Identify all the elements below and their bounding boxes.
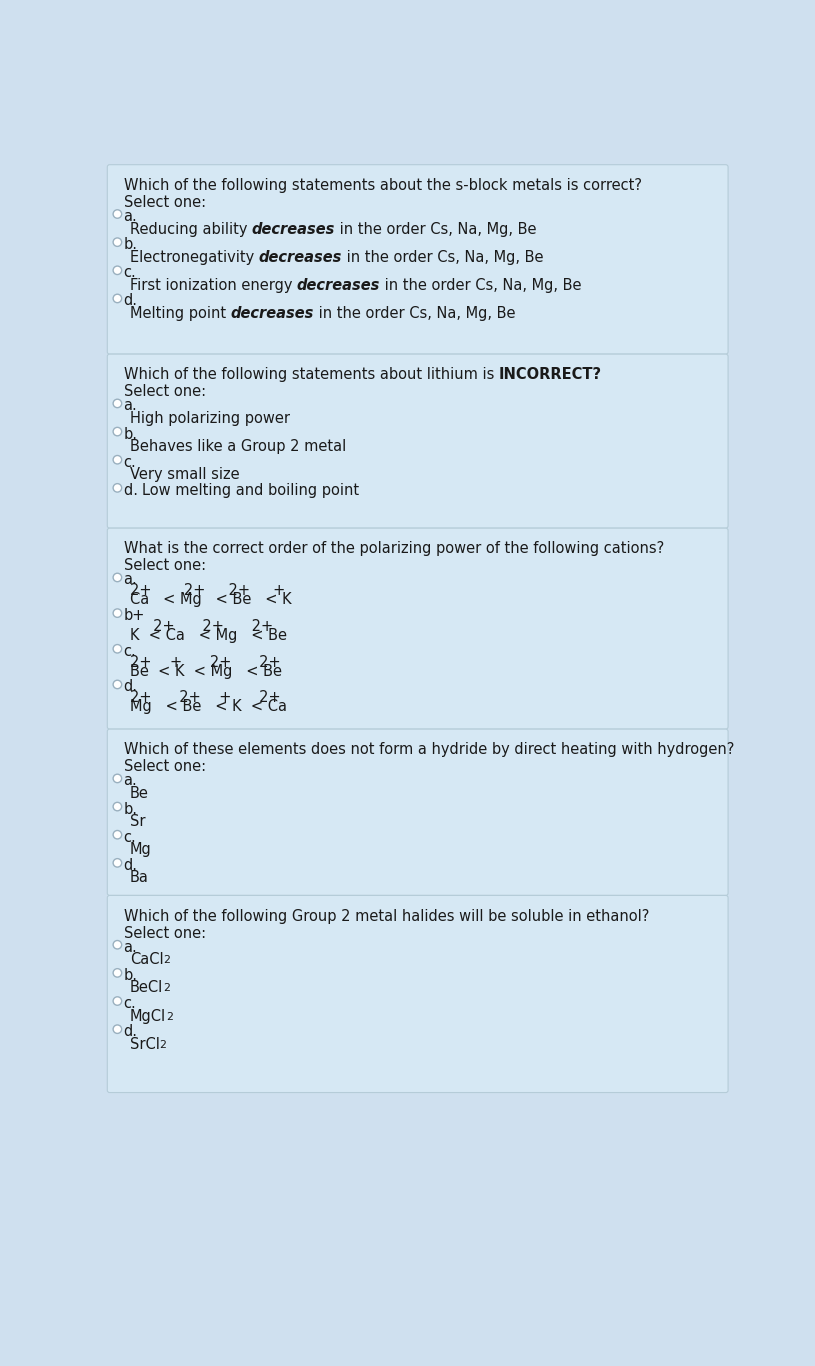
Text: BeCl: BeCl [130, 981, 163, 996]
Text: Which of the following statements about the s-block metals is correct?: Which of the following statements about … [124, 178, 641, 193]
Text: 2+       2+     2+     +: 2+ 2+ 2+ + [130, 583, 285, 598]
Text: d.: d. [124, 294, 138, 309]
Text: in the order Cs, Na, Mg, Be: in the order Cs, Na, Mg, Be [381, 277, 582, 292]
Text: b.: b. [124, 802, 138, 817]
Text: Very small size: Very small size [130, 467, 240, 482]
Text: a.: a. [124, 209, 137, 224]
Circle shape [113, 645, 121, 653]
Circle shape [113, 484, 121, 492]
Text: d.: d. [124, 679, 138, 694]
Text: a.: a. [124, 399, 137, 414]
Text: a.: a. [124, 773, 137, 788]
FancyBboxPatch shape [108, 165, 728, 354]
Circle shape [113, 831, 121, 839]
Text: b.: b. [124, 426, 138, 441]
Circle shape [113, 997, 121, 1005]
Text: Behaves like a Group 2 metal: Behaves like a Group 2 metal [130, 438, 346, 454]
Text: Select one:: Select one: [124, 384, 205, 399]
Text: Low melting and boiling point: Low melting and boiling point [142, 482, 359, 497]
Text: a.: a. [124, 940, 137, 955]
Text: 2+      2+    +      2+: 2+ 2+ + 2+ [130, 690, 280, 705]
Text: decreases: decreases [297, 277, 381, 292]
Text: in the order Cs, Na, Mg, Be: in the order Cs, Na, Mg, Be [314, 306, 515, 321]
Text: First ionization energy: First ionization energy [130, 277, 297, 292]
FancyBboxPatch shape [108, 354, 728, 529]
Text: d.: d. [124, 858, 138, 873]
Text: a.: a. [124, 572, 137, 587]
Text: Which of these elements does not form a hydride by direct heating with hydrogen?: Which of these elements does not form a … [124, 742, 734, 757]
Text: c.: c. [124, 829, 136, 844]
Text: Melting point: Melting point [130, 306, 231, 321]
Circle shape [113, 775, 121, 783]
Text: c.: c. [124, 643, 136, 658]
Circle shape [113, 968, 121, 977]
Text: in the order Cs, Na, Mg, Be: in the order Cs, Na, Mg, Be [342, 250, 544, 265]
Text: d.: d. [124, 482, 142, 497]
Text: b.: b. [124, 968, 138, 984]
Text: What is the correct order of the polarizing power of the following cations?: What is the correct order of the polariz… [124, 541, 664, 556]
Text: Ba: Ba [130, 870, 148, 885]
Text: decreases: decreases [231, 306, 314, 321]
Text: Which of the following statements about lithium is: Which of the following statements about … [124, 367, 499, 382]
FancyBboxPatch shape [108, 729, 728, 896]
Text: c.: c. [124, 455, 136, 470]
Circle shape [113, 210, 121, 219]
Text: Be: Be [130, 785, 148, 800]
Circle shape [113, 680, 121, 688]
Text: Be  < K  < Mg   < Be: Be < K < Mg < Be [130, 664, 282, 679]
Text: Electronegativity: Electronegativity [130, 250, 258, 265]
Text: Select one:: Select one: [124, 195, 205, 210]
Text: Select one:: Select one: [124, 926, 205, 941]
Text: SrCl: SrCl [130, 1037, 160, 1052]
Text: MgCl: MgCl [130, 1008, 166, 1023]
Circle shape [113, 859, 121, 867]
FancyBboxPatch shape [108, 529, 728, 729]
Text: Which of the following Group 2 metal halides will be soluble in ethanol?: Which of the following Group 2 metal hal… [124, 908, 649, 923]
Text: Mg: Mg [130, 843, 152, 858]
Text: CaCl: CaCl [130, 952, 163, 967]
FancyBboxPatch shape [108, 896, 728, 1093]
Text: b+: b+ [124, 608, 145, 623]
Text: decreases: decreases [258, 250, 342, 265]
Text: c.: c. [124, 996, 136, 1011]
Text: Mg   < Be   < K  < Ca: Mg < Be < K < Ca [130, 699, 287, 714]
Text: 2+      2+      2+: 2+ 2+ 2+ [130, 619, 273, 634]
Text: 2: 2 [160, 1040, 166, 1050]
Text: K  < Ca   < Mg   < Be: K < Ca < Mg < Be [130, 628, 287, 643]
Circle shape [113, 1024, 121, 1034]
Text: INCORRECT?: INCORRECT? [499, 367, 601, 382]
Text: 2: 2 [166, 1012, 173, 1022]
Circle shape [113, 238, 121, 246]
Circle shape [113, 609, 121, 617]
Text: Select one:: Select one: [124, 759, 205, 775]
Text: b.: b. [124, 238, 138, 253]
Text: in the order Cs, Na, Mg, Be: in the order Cs, Na, Mg, Be [335, 221, 537, 236]
Text: d.: d. [124, 1024, 138, 1040]
Text: Sr: Sr [130, 814, 145, 829]
Text: High polarizing power: High polarizing power [130, 411, 290, 426]
Text: 2+    +      2+      2+: 2+ + 2+ 2+ [130, 654, 280, 669]
Circle shape [113, 941, 121, 949]
Text: 2: 2 [163, 984, 170, 993]
Text: 2: 2 [163, 955, 170, 966]
Circle shape [113, 266, 121, 275]
Text: decreases: decreases [252, 221, 335, 236]
Circle shape [113, 802, 121, 811]
Circle shape [113, 428, 121, 436]
Circle shape [113, 574, 121, 582]
Circle shape [113, 455, 121, 464]
Circle shape [113, 399, 121, 407]
Text: Select one:: Select one: [124, 559, 205, 574]
Circle shape [113, 294, 121, 303]
Text: Reducing ability: Reducing ability [130, 221, 252, 236]
Text: Ca   < Mg   < Be   < K: Ca < Mg < Be < K [130, 593, 292, 608]
Text: c.: c. [124, 265, 136, 280]
